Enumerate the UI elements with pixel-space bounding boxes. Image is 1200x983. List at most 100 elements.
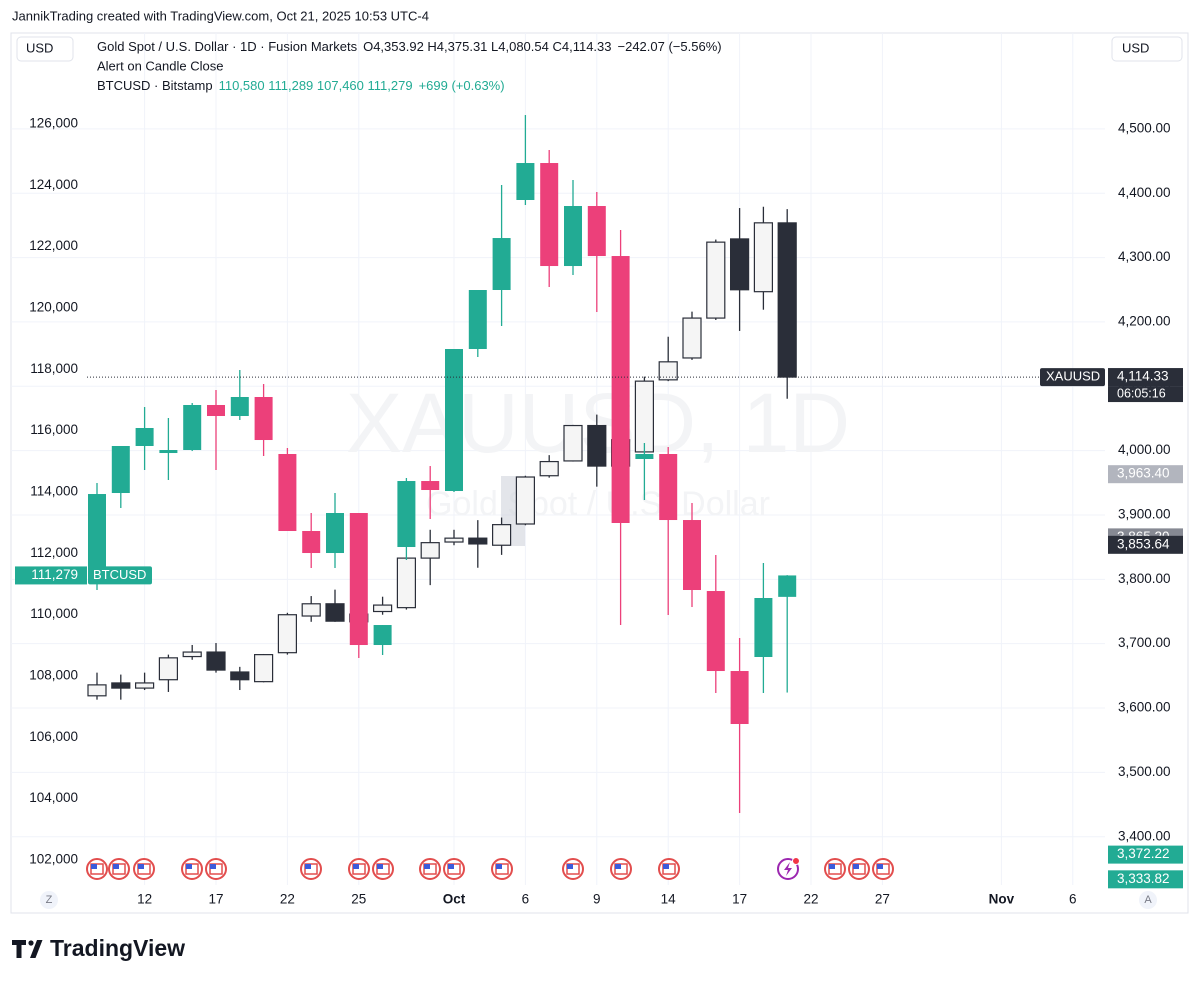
event-dot [792,857,800,865]
candle-body [207,404,225,417]
event-flag-canton [877,864,883,869]
price-label: 111,279 [31,567,78,582]
price-label-box [15,566,87,585]
y2-tick-label: 4,200.00 [1118,313,1171,328]
event-flag-canton [663,864,669,869]
logo-mark [12,940,43,958]
y2-tick-label: 4,000.00 [1118,442,1171,457]
candle-body [468,537,488,545]
event-flag-canton [448,864,454,869]
candle-body [87,684,107,697]
currency-button[interactable] [1111,36,1183,62]
candle-body [729,238,750,291]
event-flag-canton [138,864,144,869]
candle-body [754,598,773,658]
candle-body [111,445,130,494]
candle-body [182,651,202,658]
event-flag-canton [567,864,573,869]
candle-body [301,603,321,617]
candle-body [516,163,535,201]
axis-button-label[interactable]: A [1144,894,1152,906]
candle-body [682,317,702,359]
y-tick-label: 120,000 [29,300,78,315]
candle-body [302,531,321,554]
candle-body [658,361,678,381]
y2-tick-label: 4,500.00 [1118,120,1171,135]
candle-body [396,557,416,609]
candle-body [278,454,297,532]
candle-body [706,591,725,672]
candle-body [158,657,178,681]
event-bolt [784,862,792,876]
x-tick-label: 17 [208,892,223,907]
axis-button-label[interactable]: Z [46,894,53,906]
price-label-box [1108,845,1183,864]
event-flag-canton [210,864,216,869]
candle-body [706,241,726,319]
candle-body [611,256,630,523]
legend-gold: Gold Spot / U.S. Dollar · 1D · Fusion Ma… [97,39,722,54]
x-tick-label: Oct [443,892,466,907]
candle-body [563,424,583,462]
y2-tick-label: 4,400.00 [1118,185,1171,200]
x-tick-label: 6 [1069,892,1077,907]
candle-body [397,481,416,548]
candle-body [254,654,274,683]
price-label: 3,333.82 [1117,871,1170,886]
credit: JannikTrading created with TradingView.c… [12,8,429,23]
candle-body [135,682,155,689]
candle-body [587,424,607,467]
y2-tick-label: 3,900.00 [1118,507,1171,522]
x-tick-label: 14 [661,892,677,907]
candle-body [159,450,178,454]
candle-body [515,476,536,525]
currency-right[interactable]: USD [1122,40,1149,55]
candle-body [373,625,392,646]
axis-button[interactable] [1139,891,1157,909]
x-tick-label: 22 [280,892,295,907]
price-label: 4,114.33 [1117,369,1169,384]
candle-body [135,427,154,446]
brand: TradingView [50,935,185,961]
price-label-box [1108,870,1183,889]
x-tick-label: 17 [732,892,747,907]
legend-title: Gold Spot / U.S. Dollar · 1D · Fusion Ma… [97,39,358,54]
candle-body [683,520,701,591]
event-flag-canton [496,864,502,869]
series-tag-box [88,566,152,585]
currency-left[interactable]: USD [26,40,53,55]
plot [86,115,894,880]
event-flag-canton [186,864,192,869]
candle-body [444,537,464,543]
y-tick-label: 108,000 [29,668,78,683]
candle-body [230,671,250,681]
y2-tick-label: 3,500.00 [1118,764,1171,779]
candle-body [659,454,678,521]
candle-body [540,163,559,267]
candle-body [587,206,606,257]
watermark-sub: Gold Spot / U.S. Dollar [426,485,770,523]
legend-subtitle: BTCUSD · Bitstamp [97,78,213,93]
legend-alert: Alert on Candle Close [97,58,223,73]
y-tick-label: 116,000 [30,422,78,437]
y-tick-label: 102,000 [29,852,78,867]
candle-body [777,222,797,378]
candle-body [778,575,797,597]
legend-ohlc: O4,353.92 H4,375.31 L4,080.54 C4,114.33 [363,39,611,54]
currency-button[interactable] [16,36,74,62]
candle-body [230,396,249,417]
candle-body [730,671,749,725]
y2-tick-label: 3,700.00 [1118,635,1171,650]
price-label: 3,963.40 [1117,466,1170,481]
countdown-box [1108,386,1183,403]
candle-body [634,380,655,453]
candle-body [88,494,106,581]
y-tick-label: 124,000 [29,177,78,192]
x-tick-label: 25 [351,892,366,907]
event-flag-canton [113,864,119,869]
candle-body [492,524,512,546]
y2-tick-label: 3,800.00 [1118,571,1171,586]
axis-button[interactable] [40,891,58,909]
x-tick-label: 27 [875,892,890,907]
event-flag-canton [424,864,430,869]
